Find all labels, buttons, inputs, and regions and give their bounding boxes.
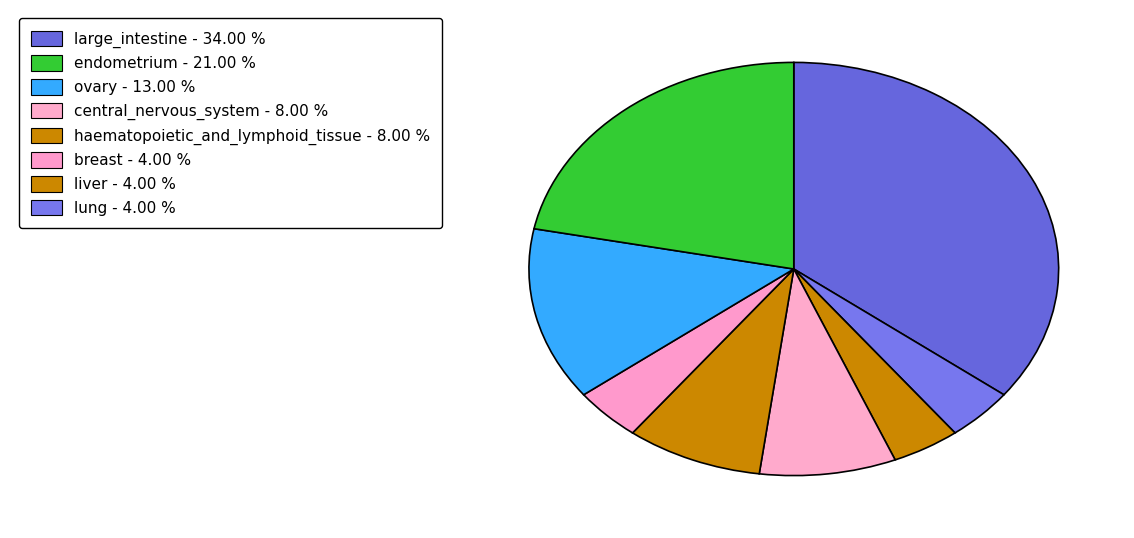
Legend: large_intestine - 34.00 %, endometrium - 21.00 %, ovary - 13.00 %, central_nervo: large_intestine - 34.00 %, endometrium -… [19, 18, 442, 228]
Wedge shape [633, 269, 794, 474]
Wedge shape [794, 62, 1059, 395]
Wedge shape [794, 269, 1004, 433]
Wedge shape [534, 62, 794, 269]
Wedge shape [528, 229, 794, 395]
Wedge shape [584, 269, 794, 433]
Wedge shape [794, 269, 955, 460]
Wedge shape [760, 269, 895, 476]
